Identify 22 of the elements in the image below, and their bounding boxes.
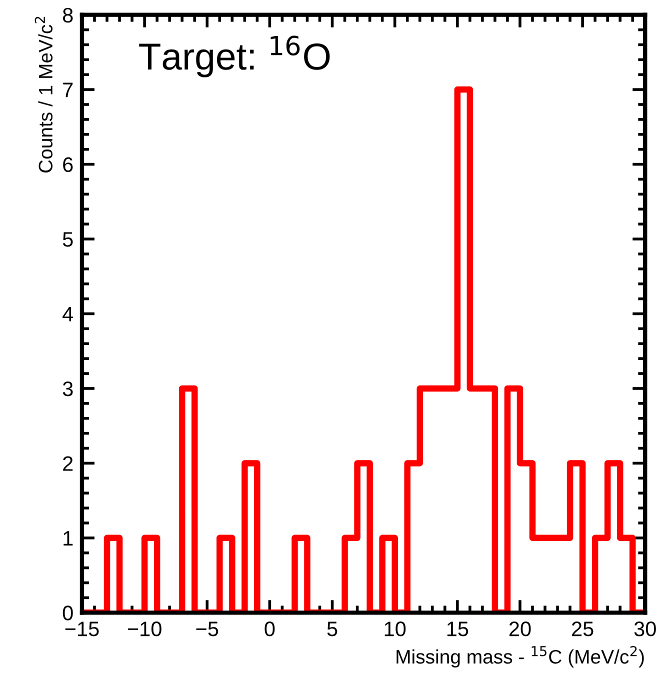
x-tick-label: −15: [65, 622, 99, 636]
x-tick-label: 25: [572, 622, 594, 636]
x-tick-label: 15: [447, 622, 468, 636]
x-tick-label: −5: [196, 622, 218, 636]
y-tick-label: 7: [63, 82, 73, 98]
y-tick-label: 4: [62, 306, 74, 322]
annotation: Target: $^{16}$O: [139, 36, 330, 78]
y-tick-label: 3: [62, 381, 73, 396]
y-tick-label: 2: [63, 456, 73, 471]
x-tick-label: 10: [384, 622, 406, 636]
x-tick-label: −10: [128, 622, 162, 636]
y-axis-title: Counts / 1 MeV/c$^{2}$: [34, 16, 53, 173]
y-tick-label: 0: [62, 606, 73, 620]
x-tick-label: 30: [634, 622, 656, 636]
y-tick-label: 8: [62, 8, 73, 23]
y-tick-label: 1: [64, 531, 73, 546]
x-axis-title: Missing mass - $^{15}$C (MeV/c$^{2}$): [396, 646, 644, 668]
y-tick-label: 6: [63, 157, 73, 172]
y-tick-label: 5: [62, 232, 73, 247]
x-tick-label: 5: [327, 622, 338, 636]
x-tick-label: 0: [264, 622, 275, 636]
x-tick-label: 20: [509, 622, 531, 636]
